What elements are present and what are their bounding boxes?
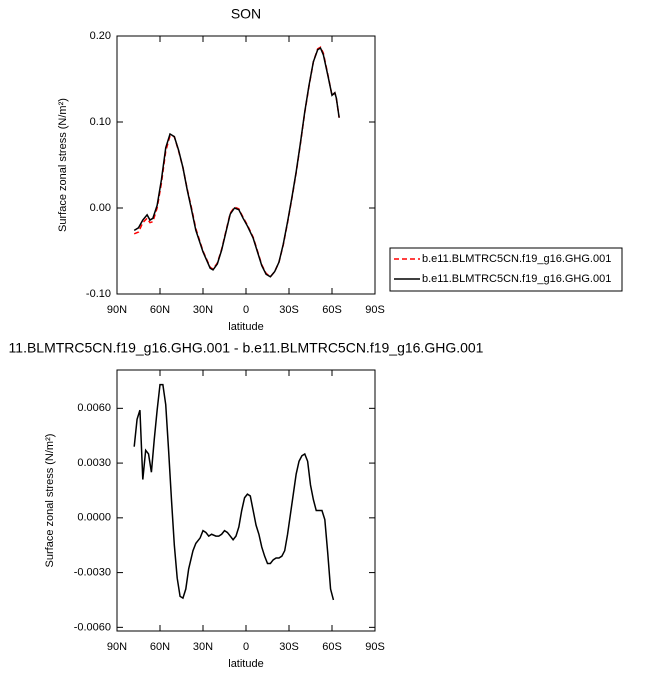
- y-tick-label: -0.0060: [74, 621, 111, 633]
- x-tick-label: 60S: [322, 641, 342, 653]
- y-axis-label: Surface zonal stress (N/m²): [57, 98, 69, 232]
- data-line: [133, 383, 335, 601]
- y-tick-label: 0.20: [90, 30, 111, 42]
- plot-frame: [116, 35, 376, 295]
- y-tick-label: -0.10: [86, 288, 111, 300]
- data-line: [133, 46, 340, 278]
- legend-label: b.e11.BLMTRC5CN.f19_g16.GHG.001: [422, 273, 611, 285]
- x-tick-label: 0: [243, 641, 249, 653]
- chart-title: SON: [231, 6, 261, 22]
- legend-label: b.e11.BLMTRC5CN.f19_g16.GHG.001: [422, 253, 611, 265]
- y-tick-label: 0.0030: [77, 457, 111, 469]
- x-tick-label: 90S: [365, 304, 385, 316]
- x-tick-label: 60N: [150, 641, 170, 653]
- chart-title: 11.BLMTRC5CN.f19_g16.GHG.001 - b.e11.BLM…: [9, 340, 484, 356]
- y-tick-label: 0.0060: [77, 402, 111, 414]
- x-tick-label: 90N: [107, 641, 127, 653]
- x-tick-label: 60S: [322, 304, 342, 316]
- y-tick-label: 0.10: [90, 116, 111, 128]
- x-tick-label: 30N: [193, 641, 213, 653]
- x-tick-label: 60N: [150, 304, 170, 316]
- data-line: [133, 46, 340, 278]
- y-tick-label: 0.0000: [77, 512, 111, 524]
- x-tick-label: 30S: [279, 304, 299, 316]
- x-axis-label: latitude: [228, 321, 263, 333]
- x-tick-label: 90S: [365, 641, 385, 653]
- y-axis-label: Surface zonal stress (N/m²): [44, 434, 56, 568]
- x-tick-label: 30S: [279, 641, 299, 653]
- x-axis-label: latitude: [228, 658, 263, 670]
- plot-frame: [116, 369, 376, 632]
- y-tick-label: 0.00: [90, 202, 111, 214]
- legend-box: [389, 247, 623, 292]
- x-tick-label: 30N: [193, 304, 213, 316]
- x-tick-label: 90N: [107, 304, 127, 316]
- y-tick-label: -0.0030: [74, 567, 111, 579]
- x-tick-label: 0: [243, 304, 249, 316]
